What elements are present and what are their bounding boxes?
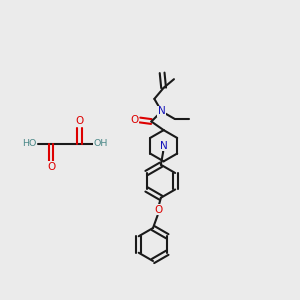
Text: O: O	[155, 205, 163, 215]
Text: OH: OH	[94, 140, 108, 148]
Text: N: N	[158, 106, 165, 116]
Text: O: O	[75, 116, 84, 127]
Text: O: O	[47, 161, 55, 172]
Text: HO: HO	[22, 140, 37, 148]
Text: N: N	[160, 141, 167, 151]
Text: O: O	[130, 115, 139, 125]
